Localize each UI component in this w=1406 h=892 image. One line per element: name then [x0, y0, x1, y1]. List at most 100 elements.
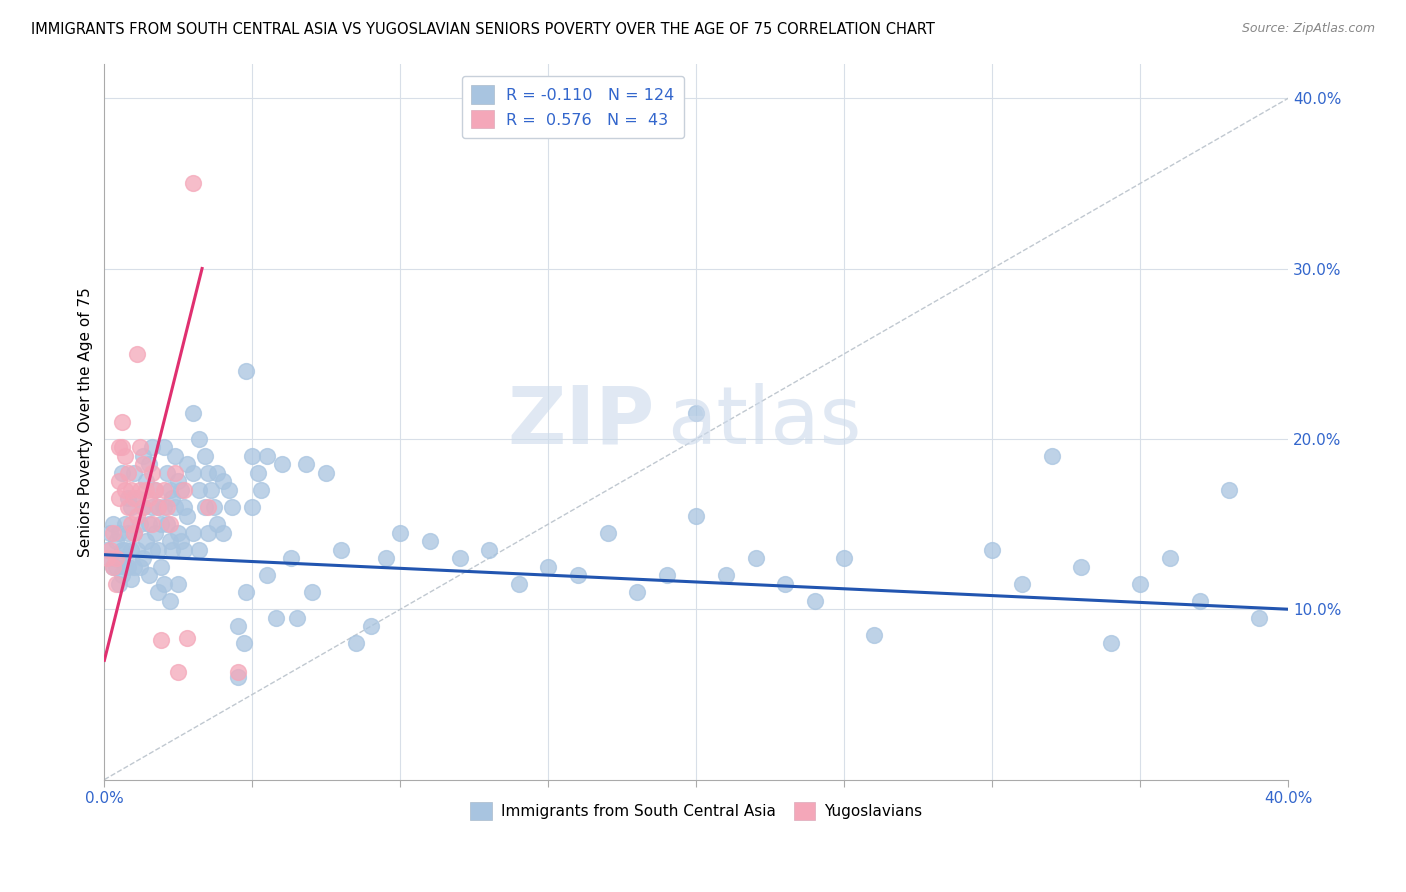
Point [108, 441, 131, 455]
Point [537, 559, 560, 574]
Point [152, 441, 174, 455]
Text: Source: ZipAtlas.com: Source: ZipAtlas.com [1241, 22, 1375, 36]
Point [120, 572, 142, 586]
Point [280, 551, 302, 566]
Point [344, 636, 367, 650]
Legend: Immigrants from South Central Asia, Yugoslavians: Immigrants from South Central Asia, Yugo… [464, 796, 929, 826]
Point [165, 500, 187, 514]
Point [419, 534, 441, 549]
Point [149, 517, 172, 532]
Point [135, 483, 157, 497]
Point [360, 619, 382, 633]
Point [132, 500, 155, 514]
Point [143, 483, 166, 497]
Point [1011, 576, 1033, 591]
Point [105, 534, 128, 549]
Point [120, 483, 142, 497]
Point [138, 568, 160, 582]
Point [188, 542, 211, 557]
Point [152, 483, 174, 497]
Point [141, 441, 163, 455]
Point [804, 593, 827, 607]
Point [197, 525, 219, 540]
Point [143, 483, 166, 497]
Point [167, 665, 190, 680]
Point [132, 500, 155, 514]
Point [132, 458, 155, 472]
Point [194, 449, 217, 463]
Point [176, 508, 198, 523]
Point [242, 500, 264, 514]
Point [315, 466, 337, 480]
Point [226, 619, 249, 633]
Point [117, 500, 139, 514]
Point [114, 449, 136, 463]
Point [1218, 483, 1240, 497]
Point [167, 475, 190, 489]
Point [129, 559, 152, 574]
Point [114, 542, 136, 557]
Point [122, 491, 145, 506]
Point [117, 491, 139, 506]
Point [105, 559, 128, 574]
Point [211, 475, 233, 489]
Point [247, 466, 270, 480]
Point [1070, 559, 1092, 574]
Point [141, 542, 163, 557]
Point [125, 508, 148, 523]
Point [330, 542, 353, 557]
Point [181, 525, 204, 540]
Point [122, 559, 145, 574]
Point [135, 534, 157, 549]
Point [138, 517, 160, 532]
Point [165, 449, 187, 463]
Point [981, 542, 1004, 557]
Point [111, 542, 134, 557]
Point [1159, 551, 1181, 566]
Point [103, 525, 125, 540]
Point [1040, 449, 1063, 463]
Point [205, 466, 228, 480]
Point [159, 534, 181, 549]
Point [173, 542, 195, 557]
Point [129, 517, 152, 532]
Point [111, 415, 134, 429]
Point [167, 576, 190, 591]
Point [685, 508, 707, 523]
Point [108, 576, 131, 591]
Point [173, 500, 195, 514]
Point [120, 517, 142, 532]
Point [200, 483, 222, 497]
Point [176, 631, 198, 645]
Point [159, 517, 181, 532]
Point [685, 406, 707, 420]
Point [834, 551, 856, 566]
Point [235, 585, 257, 599]
Point [655, 568, 678, 582]
Point [96, 551, 118, 566]
Point [202, 500, 225, 514]
Point [744, 551, 766, 566]
Text: atlas: atlas [666, 383, 862, 461]
Point [188, 432, 211, 446]
Point [103, 559, 125, 574]
Point [108, 475, 131, 489]
Point [108, 551, 131, 566]
Point [111, 441, 134, 455]
Point [1188, 593, 1211, 607]
Point [235, 364, 257, 378]
Y-axis label: Seniors Poverty Over the Age of 75: Seniors Poverty Over the Age of 75 [79, 287, 93, 557]
Point [294, 458, 316, 472]
Point [103, 517, 125, 532]
Point [149, 559, 172, 574]
Point [117, 466, 139, 480]
Point [146, 500, 169, 514]
Point [167, 525, 190, 540]
Point [256, 568, 278, 582]
Point [221, 500, 243, 514]
Point [242, 449, 264, 463]
Point [138, 491, 160, 506]
Point [374, 551, 396, 566]
Point [863, 628, 886, 642]
Point [103, 559, 125, 574]
